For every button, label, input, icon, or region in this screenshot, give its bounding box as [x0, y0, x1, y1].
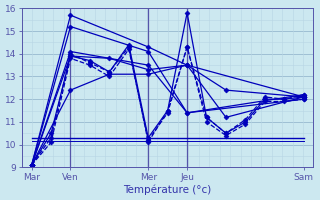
X-axis label: Température (°c): Température (°c) — [124, 185, 212, 195]
